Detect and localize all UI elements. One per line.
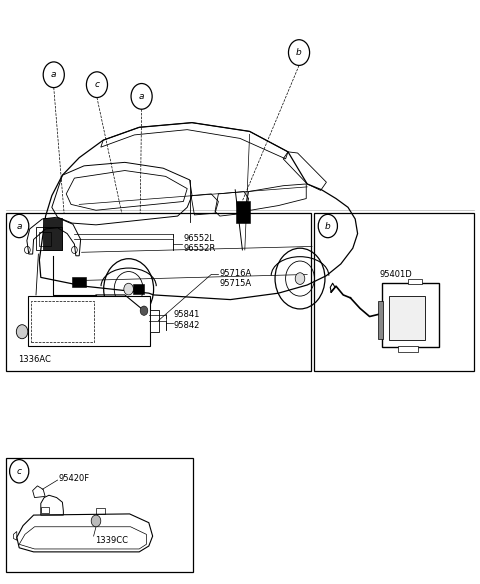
Circle shape	[16, 325, 28, 339]
Bar	[408, 279, 422, 284]
Bar	[389, 296, 425, 340]
Bar	[382, 283, 439, 347]
Text: b: b	[296, 48, 302, 57]
Text: b: b	[325, 221, 331, 231]
Bar	[36, 227, 62, 250]
Text: a: a	[139, 92, 144, 101]
Bar	[378, 301, 383, 339]
Circle shape	[91, 515, 101, 527]
Bar	[6, 458, 193, 572]
Circle shape	[140, 306, 148, 315]
Text: a: a	[51, 70, 57, 79]
Bar	[39, 232, 51, 246]
Text: 1336AC: 1336AC	[18, 354, 51, 364]
Circle shape	[124, 283, 133, 295]
Text: c: c	[95, 80, 99, 89]
Text: 95841: 95841	[174, 310, 200, 319]
Text: 96552R: 96552R	[183, 244, 216, 253]
Bar	[96, 508, 105, 514]
Text: 95420F: 95420F	[59, 474, 90, 484]
Bar	[314, 213, 474, 371]
Bar	[398, 346, 418, 352]
Text: 1339CC: 1339CC	[95, 536, 128, 545]
Bar	[236, 201, 250, 223]
Bar	[31, 301, 94, 342]
Bar	[41, 507, 49, 513]
Circle shape	[295, 273, 305, 284]
Bar	[150, 310, 159, 332]
Bar	[43, 218, 62, 250]
Bar	[28, 296, 150, 346]
Text: 95842: 95842	[174, 321, 200, 330]
Text: 95715A: 95715A	[219, 279, 252, 288]
Bar	[6, 213, 311, 371]
Bar	[133, 284, 144, 294]
Text: a: a	[16, 221, 22, 231]
Text: 95401D: 95401D	[379, 270, 412, 279]
Text: 95716A: 95716A	[219, 269, 252, 278]
Text: c: c	[17, 467, 22, 476]
Text: 96552L: 96552L	[183, 234, 215, 243]
Bar	[72, 277, 86, 287]
